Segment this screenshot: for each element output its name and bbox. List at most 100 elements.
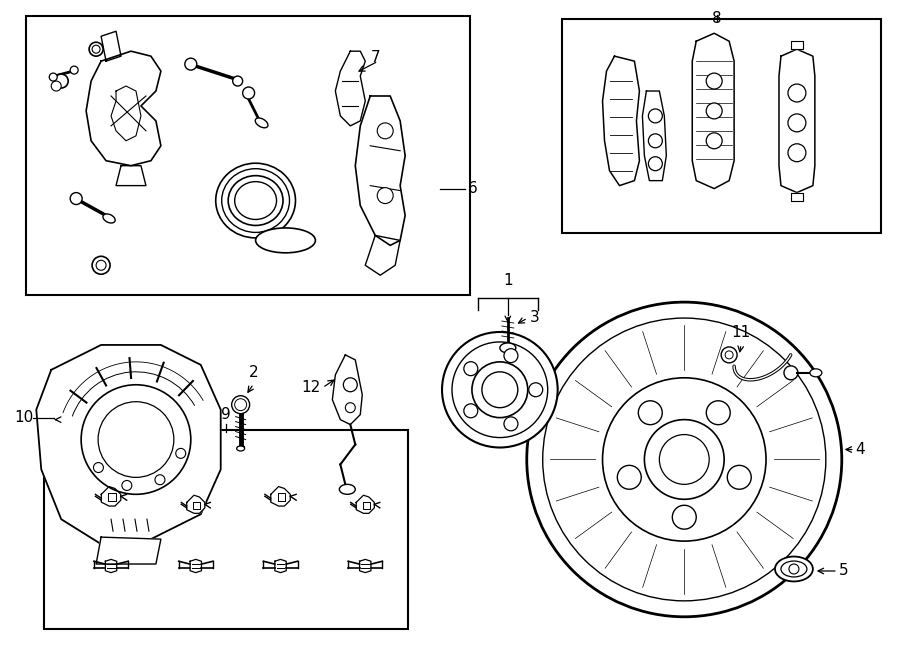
Text: 6: 6 (468, 181, 478, 196)
Circle shape (788, 144, 806, 162)
Ellipse shape (339, 485, 356, 494)
Ellipse shape (256, 118, 268, 128)
Circle shape (92, 256, 110, 274)
Circle shape (504, 349, 518, 363)
Text: 12: 12 (302, 380, 320, 395)
Circle shape (788, 114, 806, 132)
Polygon shape (791, 192, 803, 200)
Ellipse shape (235, 182, 276, 219)
Circle shape (672, 505, 697, 529)
Circle shape (231, 396, 249, 414)
Circle shape (377, 188, 393, 204)
Circle shape (452, 342, 548, 438)
Polygon shape (356, 495, 374, 514)
Ellipse shape (810, 369, 822, 377)
Circle shape (648, 109, 662, 123)
Ellipse shape (781, 561, 807, 577)
Polygon shape (101, 31, 121, 61)
Polygon shape (111, 86, 141, 141)
Bar (26, 17, 470, 295)
Circle shape (54, 74, 68, 88)
Polygon shape (102, 486, 121, 506)
Circle shape (727, 465, 752, 489)
Bar (562, 19, 881, 233)
Polygon shape (336, 51, 365, 126)
Circle shape (176, 448, 185, 458)
Ellipse shape (229, 176, 283, 225)
Text: 10: 10 (14, 410, 33, 425)
Circle shape (94, 463, 104, 473)
Ellipse shape (221, 169, 290, 233)
Polygon shape (791, 41, 803, 49)
Circle shape (638, 401, 662, 424)
Circle shape (725, 351, 734, 359)
Circle shape (346, 403, 356, 412)
Circle shape (529, 383, 543, 397)
Circle shape (81, 385, 191, 494)
Circle shape (442, 332, 558, 447)
Circle shape (243, 87, 255, 99)
Polygon shape (116, 166, 146, 186)
Circle shape (706, 401, 730, 424)
Circle shape (784, 366, 798, 380)
Circle shape (721, 347, 737, 363)
Text: 5: 5 (839, 563, 849, 578)
Circle shape (472, 362, 527, 418)
Ellipse shape (237, 446, 245, 451)
Polygon shape (360, 559, 371, 572)
Circle shape (343, 378, 357, 392)
Text: 8: 8 (713, 11, 722, 26)
Text: 2: 2 (248, 365, 258, 380)
Polygon shape (643, 91, 666, 180)
Circle shape (92, 45, 100, 53)
Circle shape (464, 362, 478, 375)
Ellipse shape (256, 228, 315, 253)
Circle shape (96, 260, 106, 270)
Ellipse shape (235, 170, 292, 221)
Circle shape (98, 402, 174, 477)
Ellipse shape (216, 163, 295, 238)
Polygon shape (96, 537, 161, 564)
Polygon shape (602, 56, 639, 186)
Text: 11: 11 (732, 325, 751, 340)
Circle shape (235, 399, 247, 410)
Polygon shape (105, 559, 117, 572)
Circle shape (706, 103, 722, 119)
Circle shape (706, 133, 722, 149)
Ellipse shape (500, 343, 516, 353)
Polygon shape (356, 96, 405, 245)
Text: 1: 1 (503, 273, 513, 288)
Circle shape (644, 420, 724, 499)
Circle shape (70, 192, 82, 204)
Circle shape (706, 73, 722, 89)
Bar (44, 430, 408, 629)
Circle shape (89, 42, 104, 56)
Circle shape (50, 73, 58, 81)
Polygon shape (332, 355, 363, 424)
Circle shape (122, 481, 131, 490)
Circle shape (660, 434, 709, 485)
Text: 4: 4 (856, 442, 866, 457)
Circle shape (70, 66, 78, 74)
Circle shape (233, 76, 243, 86)
Circle shape (377, 123, 393, 139)
Circle shape (51, 81, 61, 91)
Polygon shape (271, 486, 291, 506)
Polygon shape (86, 51, 161, 166)
Circle shape (504, 417, 518, 431)
Circle shape (482, 372, 517, 408)
Circle shape (464, 404, 478, 418)
Circle shape (526, 302, 842, 617)
Polygon shape (36, 345, 220, 544)
Polygon shape (190, 559, 202, 572)
Text: 9: 9 (220, 407, 230, 422)
Circle shape (789, 564, 799, 574)
Polygon shape (274, 559, 286, 572)
Circle shape (602, 378, 766, 541)
Circle shape (648, 134, 662, 148)
Text: 3: 3 (530, 309, 539, 325)
Circle shape (155, 475, 165, 485)
Circle shape (184, 58, 197, 70)
Ellipse shape (103, 214, 115, 223)
Polygon shape (186, 495, 205, 514)
